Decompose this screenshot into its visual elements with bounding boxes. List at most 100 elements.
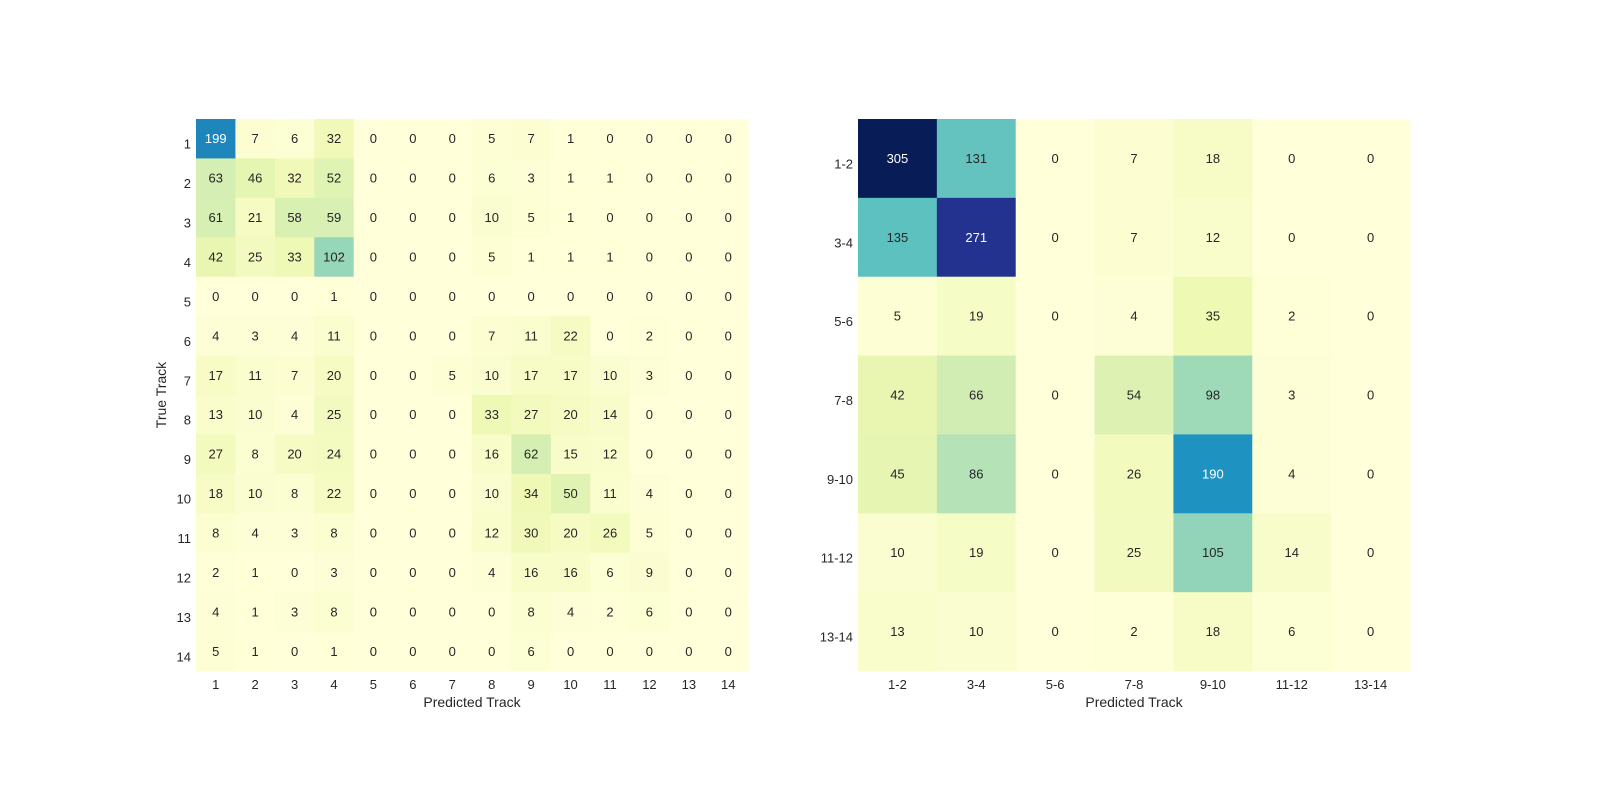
y-tick-label: 13 [177,610,191,625]
cell-value-label: 61 [208,210,222,225]
cell-value-label: 24 [327,447,341,462]
cell-value-label: 0 [370,447,377,462]
heatmap-cell [858,197,938,278]
x-axis-label: Predicted Track [423,694,521,710]
cell-value-label: 8 [252,447,259,462]
y-tick-label: 13-14 [820,630,853,645]
x-tick-label: 7-8 [1125,677,1144,692]
heatmap-cell [1094,592,1174,672]
heatmap-cell [196,592,236,633]
y-tick-label: 14 [177,649,191,664]
heatmap-cell [274,158,315,199]
x-tick-label: 11-12 [1276,677,1308,692]
cell-value-label: 9 [646,565,653,580]
cell-value-label: 10 [603,368,617,383]
cell-value-label: 0 [488,644,495,659]
cell-value-label: 0 [291,565,298,580]
cell-value-label: 4 [646,486,653,501]
cell-value-label: 4 [252,526,259,541]
heatmap-cell [511,513,552,554]
heatmap-cell [858,276,938,357]
cell-value-label: 45 [890,466,904,481]
cell-value-label: 2 [646,328,653,343]
heatmap-cell [708,473,749,514]
heatmap-cell [669,276,710,317]
cell-value-label: 16 [524,565,538,580]
heatmap-cell [314,434,355,475]
cell-value-label: 4 [212,604,219,619]
cell-value-label: 7 [488,328,495,343]
heatmap-cell [472,119,512,159]
heatmap-cell [393,552,434,593]
y-tick-label: 9-10 [827,472,853,487]
heatmap-cell [1015,434,1096,514]
cell-value-label: 18 [1206,151,1220,166]
heatmap-cell [1173,197,1253,278]
heatmap-cell [274,276,315,317]
cell-value-label: 0 [646,210,653,225]
x-tick-label: 10 [563,677,577,692]
y-tick-label: 6 [184,334,191,349]
heatmap-cell [936,355,1017,435]
y-tick-label: 1-2 [834,156,853,171]
cell-value-label: 7 [291,368,298,383]
cell-value-label: 6 [1288,624,1295,639]
cell-value-label: 0 [212,289,219,304]
heatmap-cell [472,473,512,514]
cell-value-label: 0 [685,210,692,225]
y-tick-label: 12 [177,570,191,585]
heatmap-cell [550,197,591,238]
heatmap-cell [1252,276,1332,357]
cell-value-label: 0 [488,604,495,619]
heatmap-cell [196,552,236,593]
heatmap-cell [274,119,315,159]
y-tick-label: 10 [177,492,191,507]
y-tick-label: 2 [184,176,191,191]
cell-value-label: 0 [685,407,692,422]
cell-value-label: 1 [330,644,337,659]
cell-value-label: 0 [685,171,692,186]
heatmap-cell [1094,513,1174,593]
heatmap-cell [550,552,591,593]
heatmap-cell [353,473,394,514]
cell-value-label: 0 [449,486,456,501]
heatmap-cell [708,316,749,357]
heatmap-cell [511,592,552,633]
cell-value-label: 52 [327,171,341,186]
heatmap-left: 199 7 6 32 0 0 0 5 7 1 0 0 0 063 46 32 52 0 0 0 6 3 1 1 0 0 061 21 5… [153,119,749,710]
heatmap-cell [590,158,631,199]
cell-value-label: 0 [291,644,298,659]
cell-value-label: 199 [205,131,227,146]
heatmap-cell [669,197,710,238]
heatmap-cell [1331,513,1411,593]
heatmap-cell [708,395,749,435]
cell-value-label: 20 [563,407,577,422]
cell-value-label: 1 [567,210,574,225]
cell-value-label: 0 [567,289,574,304]
heatmap-cell [590,552,631,593]
cell-value-label: 0 [685,644,692,659]
x-axis-label: Predicted Track [1085,694,1183,710]
heatmap-cell [235,395,276,435]
cell-value-label: 0 [685,250,692,265]
heatmap-cell [472,237,512,278]
cell-value-label: 2 [1130,624,1137,639]
cell-value-label: 1 [252,644,259,659]
heatmap-cell [393,592,434,633]
cell-value-label: 0 [725,250,732,265]
cell-value-label: 98 [1206,388,1220,403]
cell-value-label: 0 [370,368,377,383]
cell-value-label: 0 [449,250,456,265]
heatmap-cell [274,434,315,475]
cell-value-label: 0 [1052,466,1059,481]
heatmap-cell [629,473,670,514]
cell-value-label: 0 [449,407,456,422]
cell-value-label: 12 [484,526,498,541]
heatmap-cell [432,473,473,514]
heatmap-cell [1094,197,1174,278]
cell-value-label: 3 [291,526,298,541]
heatmap-cell [590,355,631,396]
heatmap-cell [196,355,236,396]
cell-value-label: 8 [528,604,535,619]
heatmap-cell [235,158,276,199]
